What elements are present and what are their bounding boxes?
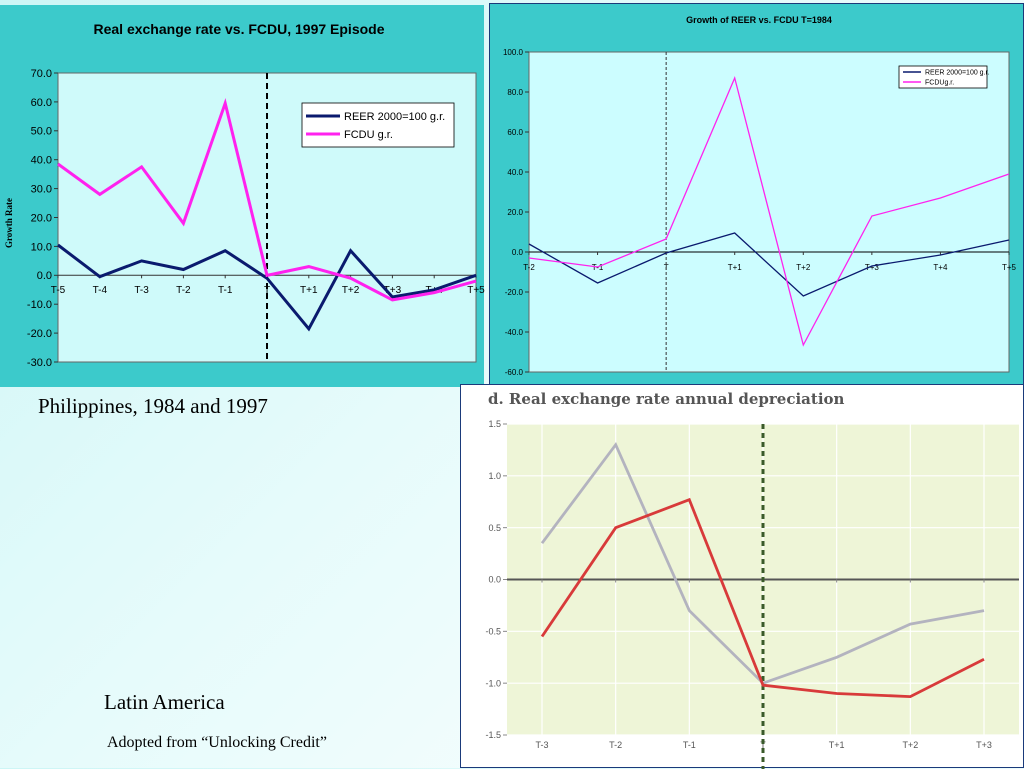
y-tick-label: -30.0 <box>27 357 52 369</box>
x-tick-label: T+2 <box>342 285 360 296</box>
y-tick-label: -60.0 <box>505 368 524 377</box>
x-tick-label: T+3 <box>976 740 992 750</box>
x-tick-label: T-3 <box>535 740 548 750</box>
x-tick-label: T+5 <box>467 285 485 296</box>
x-tick-label: T-1 <box>218 285 233 296</box>
chart-title: Real exchange rate vs. FCDU, 1997 Episod… <box>93 21 384 37</box>
y-tick-label: -40.0 <box>505 328 524 337</box>
y-tick-label: 30.0 <box>31 183 52 195</box>
y-tick-label: 0.0 <box>512 248 524 257</box>
source-caption: Adopted from “Unlocking Credit” <box>107 734 327 751</box>
series-line-1 <box>528 232 1010 297</box>
x-tick-label: T+1 <box>300 285 318 296</box>
chart-latin-america: 1.5 1.0 0.5 0.0 -0.5 -1.0 -1.5 T-3 T-2 T-1 T T+1 T+2… <box>460 384 1024 769</box>
x-tick-label: T+1 <box>829 740 845 750</box>
y-tick-label: -10.0 <box>27 299 52 311</box>
legend-box <box>301 102 455 148</box>
chart-1997-episode: 70.0 60.0 50.0 40.0 30.0 20.0 10.0 0.0 -10.0 -20.… <box>0 5 485 387</box>
philippines-caption: Philippines, 1984 and 1997 <box>38 394 268 418</box>
y-tick-label: -1.5 <box>485 730 501 740</box>
legend-label-1: REER 2000=100 g.r. <box>925 69 989 76</box>
chart-1984-svg: 100.0 80.0 60.0 40.0 20.0 0.0 -20.0 -40.0 -60.0 T… <box>503 15 1017 377</box>
y-tick-label: 100.0 <box>503 48 524 57</box>
x-tick-label: T+2 <box>902 740 918 750</box>
x-tick-label: T-1 <box>683 740 696 750</box>
y-tick-label: -20.0 <box>27 328 52 340</box>
y-tick-label: 60.0 <box>31 97 52 109</box>
x-tick-label: T-3 <box>134 285 149 296</box>
y-tick-label: 40.0 <box>507 168 523 177</box>
x-tick-label: T-4 <box>93 285 108 296</box>
y-tick-label: -20.0 <box>505 288 524 297</box>
legend-label-2: FCDU g.r. <box>344 129 393 141</box>
chart-title: Growth of REER vs. FCDU T=1984 <box>686 15 832 25</box>
y-tick-label: 1.0 <box>488 471 501 481</box>
x-tick-label: T+3 <box>384 285 402 296</box>
series-line-2 <box>57 98 477 302</box>
chart-title: d. Real exchange rate annual depreciatio… <box>488 390 845 408</box>
y-tick-label: 40.0 <box>31 155 52 167</box>
x-tick-label: T-2 <box>609 740 622 750</box>
y-tick-label: -1.0 <box>485 678 501 688</box>
y-tick-label: 20.0 <box>507 208 523 217</box>
legend-label-2: FCDUg.r. <box>925 79 954 86</box>
y-tick-label: 0.0 <box>488 575 501 585</box>
series-line-2 <box>528 75 1010 347</box>
y-tick-label: 10.0 <box>31 241 52 253</box>
y-tick-label: 50.0 <box>31 126 52 138</box>
chart-1984-episode: 100.0 80.0 60.0 40.0 20.0 0.0 -20.0 -40.0 -60.0 T… <box>489 3 1024 387</box>
y-tick-label: 70.0 <box>31 68 52 80</box>
series-line-1 <box>57 243 477 332</box>
y-tick-label: -0.5 <box>485 626 501 636</box>
y-tick-label: 20.0 <box>31 212 52 224</box>
x-tick-label: T-5 <box>51 285 66 296</box>
x-tick-label: T+4 <box>933 263 948 272</box>
latin-america-caption: Latin America <box>104 690 225 714</box>
x-tick-label: T+1 <box>728 263 743 272</box>
x-tick-label: T <box>264 285 270 296</box>
x-tick-label: T-2 <box>523 263 535 272</box>
x-tick-label: T+5 <box>1002 263 1017 272</box>
y-tick-label: 60.0 <box>507 128 523 137</box>
y-tick-label: 1.5 <box>488 419 501 429</box>
y-tick-label: 80.0 <box>507 88 523 97</box>
chart-latin-america-svg: 1.5 1.0 0.5 0.0 -0.5 -1.0 -1.5 T-3 T-2 T-1 T T+1 T+2… <box>485 390 1019 769</box>
legend-label-1: REER 2000=100 g.r. <box>344 111 445 123</box>
chart-1997-svg: 70.0 60.0 50.0 40.0 30.0 20.0 10.0 0.0 -10.0 -20.… <box>4 21 485 369</box>
x-tick-label: T+2 <box>796 263 811 272</box>
series-line-2 <box>540 497 985 699</box>
x-tick-label: T-2 <box>176 285 191 296</box>
x-tick-label: T <box>760 740 766 750</box>
y-tick-label: 0.5 <box>488 523 501 533</box>
x-tick-label: T+3 <box>865 263 880 272</box>
y-axis-label: Growth Rate <box>4 198 14 248</box>
y-tick-label: 0.0 <box>37 270 52 282</box>
